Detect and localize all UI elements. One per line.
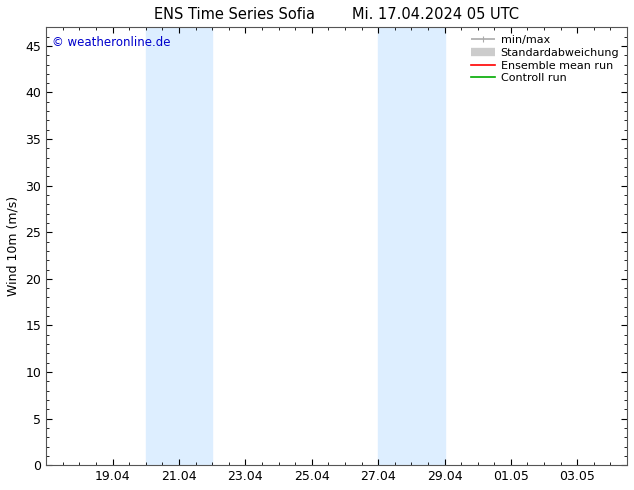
Bar — [146, 27, 212, 465]
Bar — [378, 27, 444, 465]
Title: ENS Time Series Sofia        Mi. 17.04.2024 05 UTC: ENS Time Series Sofia Mi. 17.04.2024 05 … — [154, 7, 519, 22]
Legend: min/max, Standardabweichung, Ensemble mean run, Controll run: min/max, Standardabweichung, Ensemble me… — [469, 33, 621, 86]
Y-axis label: Wind 10m (m/s): Wind 10m (m/s) — [7, 196, 20, 296]
Text: © weatheronline.de: © weatheronline.de — [52, 36, 171, 49]
